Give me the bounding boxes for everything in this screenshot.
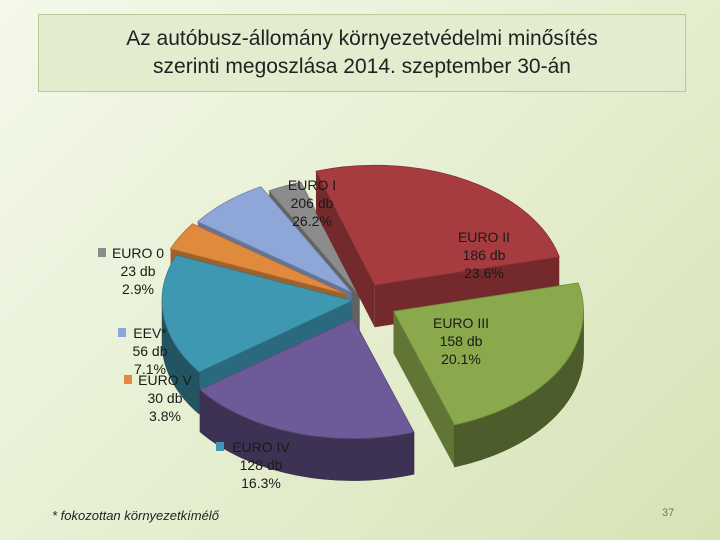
legend-marker-euro-0 xyxy=(98,248,106,257)
slice-top xyxy=(199,318,415,439)
data-label-eev-name: EEV* xyxy=(133,325,167,341)
data-label-euro-i-name: EURO I xyxy=(288,177,336,193)
footnote: * fokozottan környezetkímélő xyxy=(52,508,219,523)
data-label-euro-ii-name: EURO II xyxy=(458,229,510,245)
data-label-euro-iv-name: EURO IV xyxy=(232,439,290,455)
slice-cut-face xyxy=(315,171,375,328)
data-label-euro-iv-count: 128 db xyxy=(240,457,283,473)
title-line-2: szerinti megoszlása 2014. szeptember 30-… xyxy=(153,55,571,78)
page-number: 37 xyxy=(662,507,675,519)
slice-top xyxy=(392,282,584,426)
data-label-euro-iv-percent: 16.3% xyxy=(241,475,281,491)
legend-marker-euro-v xyxy=(124,375,132,384)
legend-marker-euro-iv xyxy=(216,442,224,451)
slice-top xyxy=(197,186,352,293)
data-label-euro-iii-name: EURO III xyxy=(433,315,489,331)
data-label-euro-0-count: 23 db xyxy=(120,263,155,279)
data-label-euro-iii-percent: 20.1% xyxy=(441,351,481,367)
title-line-1: Az autóbusz-állomány környezetvédelmi mi… xyxy=(126,27,598,50)
slice-top xyxy=(169,223,347,295)
data-label-euro-iii-count: 158 db xyxy=(440,333,483,349)
data-label-eev-count: 56 db xyxy=(132,343,167,359)
pie-labels: EURO I 206 db 26.2% EURO II 186 db 23.6% EURO … xyxy=(98,177,510,491)
data-label-euro-0-percent: 2.9% xyxy=(122,281,154,297)
slice-top xyxy=(161,254,354,373)
pie-slices xyxy=(161,164,584,481)
slice-top xyxy=(268,181,360,297)
data-label-euro-i-percent: 26.2% xyxy=(292,213,332,229)
slice-top xyxy=(315,164,560,286)
slice-euro-iii xyxy=(199,318,415,481)
data-label-eev-percent: 7.1% xyxy=(134,361,166,377)
legend-marker-eev xyxy=(118,328,126,337)
data-label-euro-ii-percent: 23.6% xyxy=(464,265,504,281)
data-label-euro-i-count: 206 db xyxy=(291,195,334,211)
chart-title: Az autóbusz-állomány környezetvédelmi mi… xyxy=(38,14,686,92)
data-label-euro-v-percent: 3.8% xyxy=(149,408,181,424)
data-label-euro-0-name: EURO 0 xyxy=(112,245,164,261)
data-label-euro-ii-count: 186 db xyxy=(463,247,506,263)
data-label-euro-v-name: EURO V xyxy=(138,372,192,388)
slice-euro-ii xyxy=(392,282,584,468)
data-label-euro-v-count: 30 db xyxy=(147,390,182,406)
